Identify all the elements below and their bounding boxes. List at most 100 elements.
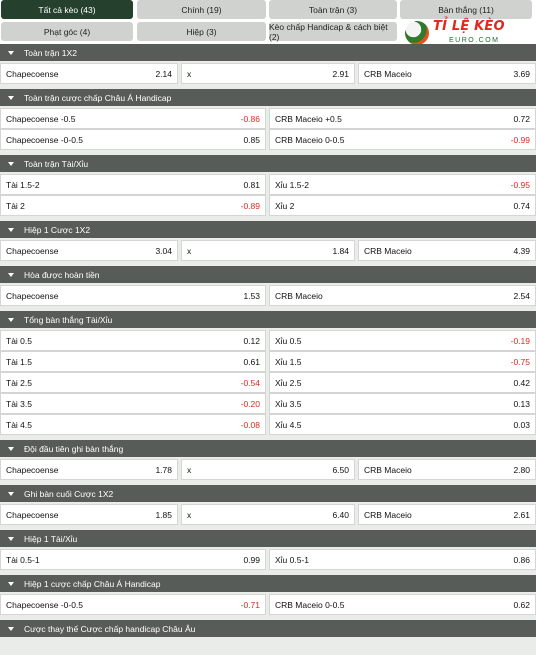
selection-label: CRB Maceio 0-0.5 <box>275 134 345 145</box>
odds-cell[interactable]: Xỉu 3.5 0.13 <box>269 393 536 414</box>
market-header[interactable]: Hòa được hoàn tiền <box>0 266 536 283</box>
market-title: Toàn trận Tài/Xỉu <box>24 158 89 169</box>
odds-cell[interactable]: Chapecoense 2.14 <box>0 63 178 84</box>
odds-cell[interactable]: Xỉu 2 0.74 <box>269 195 536 216</box>
selection-label: Chapecoense -0-0.5 <box>6 599 84 610</box>
market-title: Ghi bàn cuối Cược 1X2 <box>24 488 114 499</box>
odds-row: Chapecoense -0-0.5 -0.71 CRB Maceio 0-0.5 0… <box>0 594 536 615</box>
odds-value: -0.86 <box>240 113 260 124</box>
odds-cell[interactable]: CRB Maceio 0-0.5 -0.99 <box>269 129 536 150</box>
odds-row: Tài 0.5 0.12 Xỉu 0.5 -0.19 <box>0 330 536 351</box>
odds-cell[interactable]: Xỉu 4.5 0.03 <box>269 414 536 435</box>
collapse-triangle-icon <box>8 536 14 541</box>
odds-cell[interactable]: Chapecoense 3.04 <box>0 240 178 261</box>
odds-cell[interactable]: CRB Maceio 2.61 <box>358 504 536 525</box>
odds-row: Tài 4.5 -0.08 Xỉu 4.5 0.03 <box>0 414 536 435</box>
market-title: Hiệp 1 cược chấp Châu Á Handicap <box>24 578 161 589</box>
market-header[interactable]: Cược thay thế Cược chấp handicap Châu Âu <box>0 620 536 637</box>
market-header[interactable]: Hiệp 1 Cược 1X2 <box>0 221 536 238</box>
tab-full-match[interactable]: Toàn trận (3) <box>269 0 397 19</box>
tab-half[interactable]: Hiệp (3) <box>137 22 266 41</box>
odds-cell[interactable]: Tài 1.5 0.61 <box>0 351 266 372</box>
market-title: Đội đầu tiên ghi bàn thắng <box>24 443 124 454</box>
market-rows: Chapecoense -0-0.5 -0.71 CRB Maceio 0-0.5 0… <box>0 592 536 615</box>
odds-cell[interactable]: Xỉu 1.5-2 -0.95 <box>269 174 536 195</box>
market-section: Cược thay thế Cược chấp handicap Châu Âu <box>0 620 536 642</box>
odds-cell[interactable]: Tài 2.5 -0.54 <box>0 372 266 393</box>
market-rows: Chapecoense 1.53 CRB Maceio 2.54 <box>0 283 536 306</box>
odds-cell[interactable]: Chapecoense -0-0.5 -0.71 <box>0 594 266 615</box>
odds-value: 0.86 <box>513 554 530 565</box>
odds-value: -0.99 <box>510 134 530 145</box>
odds-cell[interactable]: Chapecoense 1.78 <box>0 459 178 480</box>
market-section: Ghi bàn cuối Cược 1X2 Chapecoense 1.85 x 6.4… <box>0 485 536 530</box>
selection-label: Chapecoense <box>6 509 59 520</box>
odds-cell[interactable]: CRB Maceio 0-0.5 0.62 <box>269 594 536 615</box>
market-header[interactable]: Tổng bàn thắng Tài/Xỉu <box>0 311 536 328</box>
odds-cell[interactable]: Tài 0.5 0.12 <box>0 330 266 351</box>
selection-label: CRB Maceio +0.5 <box>275 113 342 124</box>
odds-cell[interactable]: x 6.40 <box>181 504 355 525</box>
odds-cell[interactable]: Xỉu 1.5 -0.75 <box>269 351 536 372</box>
odds-cell[interactable]: Chapecoense -0.5 -0.86 <box>0 108 266 129</box>
market-title: Hòa được hoàn tiền <box>24 269 100 280</box>
odds-value: 2.61 <box>513 509 530 520</box>
collapse-triangle-icon <box>8 581 14 586</box>
market-rows: Chapecoense 1.78 x 6.50 CRB Maceio 2.80 <box>0 457 536 480</box>
odds-cell[interactable]: CRB Maceio 2.80 <box>358 459 536 480</box>
selection-label: x <box>187 68 192 79</box>
selection-label: CRB Maceio <box>364 464 412 475</box>
tab-handicap[interactable]: Kèo chấp Handicap & cách biệt (2) <box>269 22 397 42</box>
tab-main[interactable]: Chính (19) <box>137 0 266 19</box>
market-header[interactable]: Ghi bàn cuối Cược 1X2 <box>0 485 536 502</box>
tab-corners[interactable]: Phạt góc (4) <box>1 22 133 41</box>
selection-label: Xỉu 0.5-1 <box>275 554 310 565</box>
selection-label: Tài 3.5 <box>6 398 32 409</box>
market-header[interactable]: Toàn trận Tài/Xỉu <box>0 155 536 172</box>
odds-row: Tài 0.5-1 0.99 Xỉu 0.5-1 0.86 <box>0 549 536 570</box>
odds-row: Chapecoense -0-0.5 0.85 CRB Maceio 0-0.5 -0… <box>0 129 536 150</box>
odds-cell[interactable]: Chapecoense 1.53 <box>0 285 266 306</box>
selection-label: Tài 2 <box>6 200 25 211</box>
odds-cell[interactable]: Xỉu 0.5 -0.19 <box>269 330 536 351</box>
odds-cell[interactable]: Tài 1.5-2 0.81 <box>0 174 266 195</box>
tab-all[interactable]: Tất cả kèo (43) <box>1 0 133 19</box>
odds-value: -0.54 <box>240 377 260 388</box>
odds-cell[interactable]: Chapecoense 1.85 <box>0 504 178 525</box>
odds-cell[interactable]: x 2.91 <box>181 63 355 84</box>
market-header[interactable]: Hiệp 1 cược chấp Châu Á Handicap <box>0 575 536 592</box>
market-section: Hiệp 1 Cược 1X2 Chapecoense 3.04 x 1.84 CRB M… <box>0 221 536 266</box>
odds-cell[interactable]: Tài 3.5 -0.20 <box>0 393 266 414</box>
collapse-triangle-icon <box>8 626 14 631</box>
market-header[interactable]: Đội đầu tiên ghi bàn thắng <box>0 440 536 457</box>
odds-cell[interactable]: Tài 2 -0.89 <box>0 195 266 216</box>
odds-cell[interactable]: x 1.84 <box>181 240 355 261</box>
odds-row: Chapecoense 3.04 x 1.84 CRB Maceio 4.39 <box>0 240 536 261</box>
odds-cell[interactable]: CRB Maceio 4.39 <box>358 240 536 261</box>
selection-label: Chapecoense -0.5 <box>6 113 76 124</box>
odds-cell[interactable]: CRB Maceio 3.69 <box>358 63 536 84</box>
market-header[interactable]: Hiệp 1 Tài/Xỉu <box>0 530 536 547</box>
selection-label: CRB Maceio 0-0.5 <box>275 599 345 610</box>
odds-value: 0.13 <box>513 398 530 409</box>
odds-cell[interactable]: CRB Maceio +0.5 0.72 <box>269 108 536 129</box>
soccer-ball-icon <box>405 21 429 45</box>
tab-goals[interactable]: Bàn thắng (11) <box>400 0 532 19</box>
odds-value: -0.71 <box>240 599 260 610</box>
odds-cell[interactable]: CRB Maceio 2.54 <box>269 285 536 306</box>
selection-label: Xỉu 3.5 <box>275 398 302 409</box>
market-header[interactable]: Toàn trận 1X2 <box>0 44 536 61</box>
odds-value: 0.03 <box>513 419 530 430</box>
odds-value: -0.75 <box>510 356 530 367</box>
market-section: Hiệp 1 cược chấp Châu Á Handicap Chapecoe… <box>0 575 536 620</box>
odds-cell[interactable]: Xỉu 2.5 0.42 <box>269 372 536 393</box>
odds-cell[interactable]: Tài 0.5-1 0.99 <box>0 549 266 570</box>
odds-cell[interactable]: Xỉu 0.5-1 0.86 <box>269 549 536 570</box>
market-header[interactable]: Toàn trận cược chấp Châu Á Handicap <box>0 89 536 106</box>
odds-value: 0.81 <box>243 179 260 190</box>
odds-cell[interactable]: Chapecoense -0-0.5 0.85 <box>0 129 266 150</box>
odds-cell[interactable]: Tài 4.5 -0.08 <box>0 414 266 435</box>
odds-cell[interactable]: x 6.50 <box>181 459 355 480</box>
odds-value: 2.54 <box>513 290 530 301</box>
selection-label: Chapecoense <box>6 68 59 79</box>
